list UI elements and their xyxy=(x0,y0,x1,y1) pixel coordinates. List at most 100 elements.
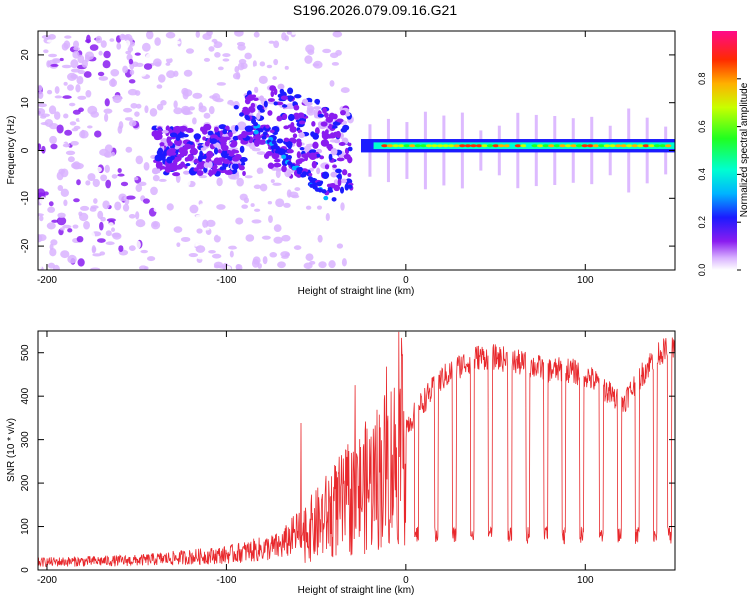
spectrogram-cell xyxy=(195,245,206,253)
spectrogram-cell xyxy=(190,242,200,247)
spectrogram-cell xyxy=(273,162,282,168)
spectrogram-cell xyxy=(217,149,222,154)
spectrogram-cell xyxy=(244,175,253,179)
spectrogram-cell xyxy=(184,143,192,150)
spectrogram-cell xyxy=(77,95,87,100)
spectrogram-cell xyxy=(253,129,259,135)
spectrogram-cell xyxy=(269,85,277,92)
spectrogram-cell xyxy=(83,220,90,230)
spectrogram-cell xyxy=(48,105,57,115)
spectrogram-ytick-label: -10 xyxy=(20,191,31,206)
spectrogram-cell xyxy=(234,31,244,37)
spectrogram-cell xyxy=(196,256,205,260)
spectrogram-cell xyxy=(570,144,577,148)
spectrogram-cell xyxy=(287,177,293,187)
spectrogram-cell xyxy=(344,183,349,191)
spectrogram-cell xyxy=(116,263,124,269)
spectrogram-cell xyxy=(234,124,239,132)
spectrogram-cell xyxy=(258,173,266,179)
spectrogram-cell xyxy=(51,219,59,223)
spectrogram-cell xyxy=(174,156,180,163)
spectrogram-cell xyxy=(203,112,211,119)
spectrogram-cell xyxy=(99,221,104,231)
spectrogram-cell xyxy=(314,127,320,135)
spectrogram-cell xyxy=(39,215,44,222)
spectrogram-cell xyxy=(282,113,288,120)
spectrogram-cell xyxy=(179,125,188,132)
spectrogram-cell xyxy=(503,144,511,148)
spectrogram-cell xyxy=(157,74,166,83)
spectrogram-cell xyxy=(609,144,616,148)
spectrogram-cell xyxy=(448,144,455,148)
spectrogram-cell xyxy=(138,181,147,187)
spectrogram-cell xyxy=(211,253,222,259)
spectrogram-cell xyxy=(189,148,198,156)
spectrogram-xtick-label: 100 xyxy=(577,275,594,286)
colorbar-tick-label: 0.6 xyxy=(697,120,707,133)
spectrogram-cell xyxy=(105,150,110,158)
spectrogram-cell xyxy=(330,148,338,156)
spectrogram-cell xyxy=(180,105,191,115)
spectrogram-cell xyxy=(272,182,282,186)
spectrogram-cell xyxy=(208,249,216,254)
spectrogram-cell xyxy=(46,222,56,230)
spectrogram-cell xyxy=(254,86,259,94)
spectrogram-cell xyxy=(464,144,472,148)
snr-xlabel: Height of straight line (km) xyxy=(298,585,415,596)
spectrogram-cell xyxy=(62,224,72,229)
spectrogram-cell xyxy=(256,112,261,120)
spectrogram-cell xyxy=(218,124,227,130)
spectrogram-cell xyxy=(303,262,313,269)
spectrogram-cell xyxy=(341,258,347,267)
snr-ytick-label: 0 xyxy=(20,567,31,573)
spectrogram-cell xyxy=(156,103,164,111)
spectrogram-ytick-label: 20 xyxy=(20,49,31,61)
spectrogram-cell xyxy=(270,145,276,150)
spectrogram-ytick-label: -20 xyxy=(20,238,31,253)
spectrogram-cell xyxy=(336,118,344,123)
spectrogram-cell xyxy=(182,148,188,157)
spectrogram-cell xyxy=(97,71,105,77)
spectrogram-cell xyxy=(38,264,42,270)
spectrogram-cell xyxy=(178,132,186,138)
spectrogram-cell xyxy=(267,201,273,205)
spectrogram-cell xyxy=(470,144,477,148)
spectrogram-cell xyxy=(244,206,251,215)
spectrogram-cell xyxy=(41,258,52,264)
spectrogram-cell xyxy=(196,169,204,177)
spectrogram-cell xyxy=(57,184,64,192)
spectrogram-cell xyxy=(253,121,259,127)
spectrogram-cell xyxy=(397,144,405,148)
spectrogram-cell xyxy=(185,48,195,54)
spectrogram-cell xyxy=(65,150,76,156)
colorbar xyxy=(712,31,737,270)
spectrogram-cell xyxy=(124,34,130,40)
spectrogram-cell xyxy=(67,156,75,163)
spectrogram-cell xyxy=(110,69,120,77)
spectrogram-cell xyxy=(286,31,292,35)
spectrogram-cell xyxy=(486,144,494,148)
spectrogram-cell xyxy=(288,191,299,198)
spectrogram-cell xyxy=(290,121,295,128)
spectrogram-cell xyxy=(165,125,170,132)
snr-chart: -200 -100 0 100 0 100 200 300 400 500 Height of s… xyxy=(6,330,676,596)
spectrogram-cell xyxy=(275,168,283,172)
spectrogram-cell xyxy=(265,124,270,129)
spectrogram-cell xyxy=(117,125,123,134)
spectrogram-cell xyxy=(245,116,251,121)
spectrogram-cell xyxy=(61,64,72,69)
spectrogram-xtick-label: -200 xyxy=(37,275,57,286)
spectrogram-cell xyxy=(77,70,86,75)
spectrogram-cell xyxy=(261,135,267,140)
spectrogram-cell xyxy=(442,144,449,148)
spectrogram-cell xyxy=(250,102,256,109)
spectrogram-cell xyxy=(257,139,267,145)
spectrogram-cell xyxy=(208,46,215,52)
spectrogram-cell xyxy=(336,157,345,162)
spectrogram-cell xyxy=(258,128,264,133)
spectrogram-cell xyxy=(246,94,255,102)
spectrogram-cell xyxy=(78,117,86,122)
spectrogram-cell xyxy=(409,144,416,148)
spectrogram-cell xyxy=(348,85,354,90)
